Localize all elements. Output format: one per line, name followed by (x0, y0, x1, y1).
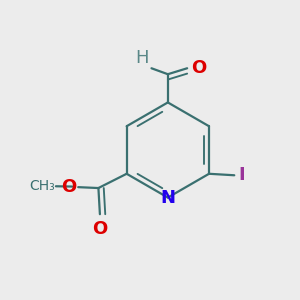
Text: O: O (191, 59, 206, 77)
Text: CH₃: CH₃ (29, 179, 55, 193)
Text: H: H (136, 49, 149, 67)
Text: I: I (238, 166, 245, 184)
Text: N: N (160, 189, 175, 207)
Text: O: O (61, 178, 76, 196)
Text: O: O (92, 220, 107, 238)
